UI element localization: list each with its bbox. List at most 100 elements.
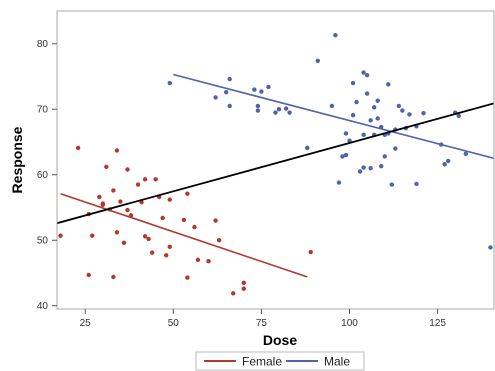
data-point-male <box>252 87 257 92</box>
data-point-female <box>241 280 246 286</box>
data-point-female <box>135 182 141 187</box>
data-point-female <box>142 234 148 239</box>
data-point-male <box>333 33 338 38</box>
data-point-male <box>361 70 366 75</box>
data-point-female <box>149 250 155 255</box>
data-point-male <box>361 132 366 137</box>
data-point-female <box>213 218 218 223</box>
x-tick-label: 50 <box>168 318 180 329</box>
data-point-male <box>368 165 373 171</box>
plot-inner <box>57 33 494 296</box>
data-point-female <box>104 164 109 170</box>
data-point-female <box>97 194 102 200</box>
y-tick-label: 70 <box>37 105 49 116</box>
data-point-male <box>375 116 380 121</box>
data-point-female <box>114 148 120 153</box>
data-point-male <box>407 112 412 117</box>
data-point-female <box>185 191 190 196</box>
data-point-female <box>90 233 95 238</box>
data-point-female <box>160 215 165 221</box>
data-point-male <box>393 146 398 151</box>
data-point-male <box>336 180 342 185</box>
data-point-male <box>354 99 359 105</box>
data-point-female <box>58 233 63 238</box>
data-point-male <box>463 151 469 156</box>
data-point-male <box>386 82 391 87</box>
data-point-male <box>213 95 218 100</box>
data-point-male <box>379 164 384 169</box>
data-point-male <box>167 80 172 86</box>
data-point-male <box>421 110 426 116</box>
data-point-female <box>308 249 313 255</box>
data-point-male <box>343 152 349 158</box>
data-point-female <box>114 230 120 235</box>
legend: Female Male <box>195 351 365 371</box>
data-point-male <box>283 106 289 111</box>
overall-fit-line <box>57 102 494 225</box>
data-point-male <box>414 181 419 187</box>
x-axis-label: Dose <box>263 332 297 348</box>
data-point-female <box>146 236 151 242</box>
data-point-female <box>192 224 197 230</box>
axes: 25 50 75 100 125 40 50 60 70 80 <box>37 10 495 329</box>
data-point-male <box>343 131 349 136</box>
data-point-female <box>111 274 116 280</box>
data-point-male <box>223 90 229 95</box>
x-tick-label: 25 <box>80 318 92 329</box>
fit-line-male <box>173 73 494 160</box>
data-point-female <box>241 286 246 291</box>
y-tick-label: 60 <box>37 170 49 181</box>
x-tick-label: 100 <box>341 318 358 329</box>
data-point-female <box>125 167 130 172</box>
y-tick-label: 50 <box>37 236 49 247</box>
data-point-male <box>329 103 335 109</box>
legend-box <box>195 351 365 371</box>
data-point-male <box>456 113 461 118</box>
data-point-female <box>167 244 172 249</box>
data-point-male <box>364 72 370 78</box>
data-point-male <box>255 108 261 113</box>
x-tick-label: 75 <box>256 318 268 329</box>
data-point-male <box>305 145 310 151</box>
data-point-male <box>357 169 363 174</box>
data-point-male <box>375 98 380 103</box>
data-point-male <box>350 112 356 118</box>
data-point-male <box>389 182 394 187</box>
data-point-male <box>488 245 493 250</box>
data-point-male <box>350 80 356 86</box>
data-point-female <box>125 207 130 213</box>
fit-line-female <box>60 192 308 278</box>
data-point-male <box>382 154 387 159</box>
plot-frame <box>56 10 495 310</box>
data-point-male <box>227 76 232 82</box>
data-point-male <box>400 108 405 113</box>
data-point-male <box>315 58 320 63</box>
data-point-female <box>100 201 106 206</box>
data-point-female <box>195 257 201 263</box>
legend-label-female: Female <box>242 355 282 369</box>
data-point-female <box>153 177 158 182</box>
data-point-male <box>287 110 292 115</box>
data-point-female <box>75 145 81 151</box>
data-point-male <box>361 165 366 170</box>
data-point-female <box>181 217 187 223</box>
data-point-female <box>164 253 169 258</box>
data-point-female <box>118 199 123 204</box>
data-point-male <box>340 154 345 159</box>
y-tick-label: 40 <box>37 301 49 312</box>
data-point-male <box>371 105 377 110</box>
data-point-male <box>396 103 402 109</box>
data-point-male <box>442 162 447 167</box>
data-point-female <box>111 188 116 193</box>
data-point-male <box>259 89 264 94</box>
plot-area <box>57 33 494 296</box>
data-point-female <box>216 238 222 243</box>
y-axis-label: Response <box>9 126 25 193</box>
data-point-male <box>364 91 370 96</box>
data-point-female <box>167 197 172 202</box>
legend-label-male: Male <box>324 355 350 369</box>
data-point-female <box>185 275 190 280</box>
x-tick-label: 125 <box>429 318 446 329</box>
